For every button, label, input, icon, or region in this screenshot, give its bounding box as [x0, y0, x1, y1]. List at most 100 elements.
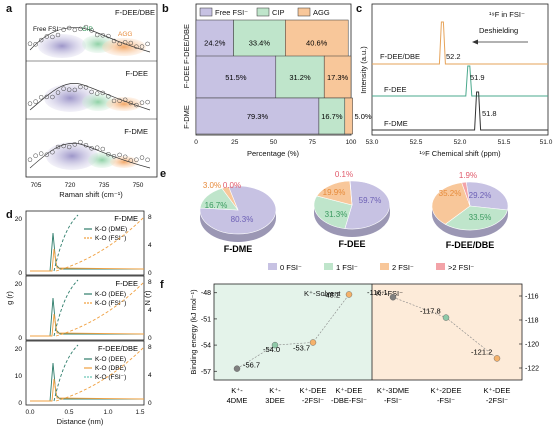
d-rdf-curve — [30, 362, 144, 402]
b-xtick: 50 — [270, 139, 278, 146]
raman-point — [27, 41, 33, 46]
raman-point — [83, 142, 89, 148]
b-categories: F-DEE/DBE F-DEE F-DME — [182, 24, 191, 129]
e-pie-slice — [316, 180, 353, 206]
raman-point — [72, 142, 78, 147]
b-bar-label: 79.3% — [247, 112, 269, 121]
c-xlabel: ¹⁹F Chemical shift (ppm) — [419, 149, 501, 158]
raman-point — [78, 139, 83, 145]
d-nr-curve — [55, 346, 145, 402]
raman-point — [111, 98, 117, 104]
raman-point — [27, 157, 33, 162]
f-category: K⁺- — [231, 386, 243, 395]
raman-point — [50, 94, 55, 100]
panel-c-letter: c — [356, 3, 362, 15]
e-pie-slice — [465, 181, 509, 211]
e-pie-slice — [431, 182, 471, 225]
f-point — [233, 365, 241, 372]
e-pie-label: 3.0% — [203, 181, 221, 190]
d-subplot-title: F-DME — [114, 214, 138, 223]
panel-b: b Free FSI⁻ CIP AGG 24.2% 33.4% 40.6% 51.5%… — [162, 3, 372, 158]
raman-point — [27, 101, 33, 106]
f-category: K⁺-DEE — [300, 386, 327, 395]
raman-point — [145, 99, 150, 105]
d-ytick-left: 0 — [18, 335, 22, 342]
raman-point — [66, 144, 72, 150]
d-ytick-left: 20 — [15, 216, 23, 223]
d-nr-curve — [55, 216, 145, 272]
c-spectrum-line — [372, 21, 548, 65]
d-subplot-frame — [25, 340, 145, 406]
raman-point — [89, 89, 94, 95]
raman-point — [83, 24, 89, 30]
band-cip-2 — [82, 93, 114, 111]
f-category: 3DEE — [265, 396, 285, 405]
e-pie-slice — [461, 181, 471, 207]
e-legend: 0 FSI⁻ 1 FSI⁻ 2 FSI⁻ >2 FSI⁻ — [268, 263, 474, 272]
d-rdf-curve — [30, 232, 144, 272]
d-ytick-left: 0 — [18, 400, 22, 407]
b-xtick: 25 — [231, 139, 239, 146]
b-bar-segment — [275, 55, 325, 99]
raman-point — [139, 155, 145, 160]
b-legend-swatch — [199, 7, 213, 17]
raman-point — [134, 102, 139, 108]
raman-point — [106, 151, 111, 157]
panel-e: e 80.3%16.7% 3.0% 0.0% F-DME 59.7% 31.3% 19.9%… — [160, 168, 509, 272]
e-legend-label: >2 FSI⁻ — [448, 263, 474, 272]
a-x-ticks: 705 720 735 750 — [31, 182, 144, 189]
b-bar-segment — [344, 97, 353, 135]
panel-a-letter: a — [6, 3, 13, 15]
f-point — [309, 339, 317, 346]
raman-point — [38, 37, 44, 43]
raman-point — [128, 40, 134, 46]
a-ann-cip: CIP — [82, 26, 93, 33]
b-x-ticks: 0 25 50 75 100 — [194, 139, 357, 146]
raman-point — [61, 27, 66, 32]
f-ytick-right: -118 — [525, 318, 539, 325]
d-legend-label: K-O (DEE) — [95, 291, 126, 298]
d-subplot-title: F-DEE/DBE — [98, 344, 138, 353]
f-marks: -57 -54 -51 -48 -122 -120 -118 -116 -56.7-54.0 -5… — [201, 288, 539, 405]
raman-point — [55, 32, 61, 38]
f-point — [271, 341, 279, 349]
d-rdf-curve — [30, 248, 145, 272]
a-xtick: 720 — [65, 182, 76, 189]
f-category: -DBE-FSI⁻ — [331, 396, 367, 405]
b-bar-label: 31.2% — [289, 73, 311, 82]
f-point-label: -54.0 — [263, 345, 280, 354]
d-subplot-frame — [25, 275, 145, 341]
e-pie-label: 0.1% — [335, 170, 353, 179]
e-pie-label: 31.3% — [325, 210, 348, 219]
f-category: K⁺-2DEE — [430, 386, 461, 395]
b-xlabel: Percentage (%) — [247, 149, 300, 158]
f-category: K⁺-3DME — [377, 386, 409, 395]
f-category: -FSI⁻ — [437, 396, 455, 405]
b-legend-label: Free FSI⁻ — [215, 8, 248, 17]
a-ann-free: Free FSI⁻ — [33, 26, 62, 33]
d-ytick-left: 10 — [15, 373, 23, 380]
raman-point — [50, 149, 55, 155]
a-row-3-label: F-DME — [124, 127, 148, 136]
a-row-2-label: F-DEE — [126, 69, 149, 78]
f-ytick-right: -116 — [525, 294, 539, 301]
a-ann-agg: AGG — [118, 31, 132, 38]
f-point — [493, 355, 501, 362]
f-ytick-right: -120 — [525, 342, 539, 349]
d-nr-curve — [53, 344, 79, 402]
band-agg-3 — [110, 156, 138, 168]
e-pie-name: F-DEE — [339, 239, 366, 249]
b-xtick: 0 — [194, 139, 198, 146]
d-ytick-right: 4 — [148, 372, 152, 379]
b-bar-segment — [318, 97, 346, 135]
f-category: 4DME — [227, 396, 248, 405]
raman-point — [122, 154, 128, 160]
e-pie-label: 33.5% — [469, 213, 492, 222]
raman-point — [89, 146, 94, 151]
a-xlabel: Raman shift (cm⁻¹) — [59, 190, 123, 199]
raman-point — [134, 44, 139, 49]
raman-point — [145, 157, 150, 163]
raman-point — [94, 145, 100, 150]
panel-c: c ¹⁹F in FSI⁻ Deshielding F-DEE/DBE F-DE… — [356, 3, 553, 158]
b-legend: Free FSI⁻ CIP AGG — [199, 7, 330, 17]
